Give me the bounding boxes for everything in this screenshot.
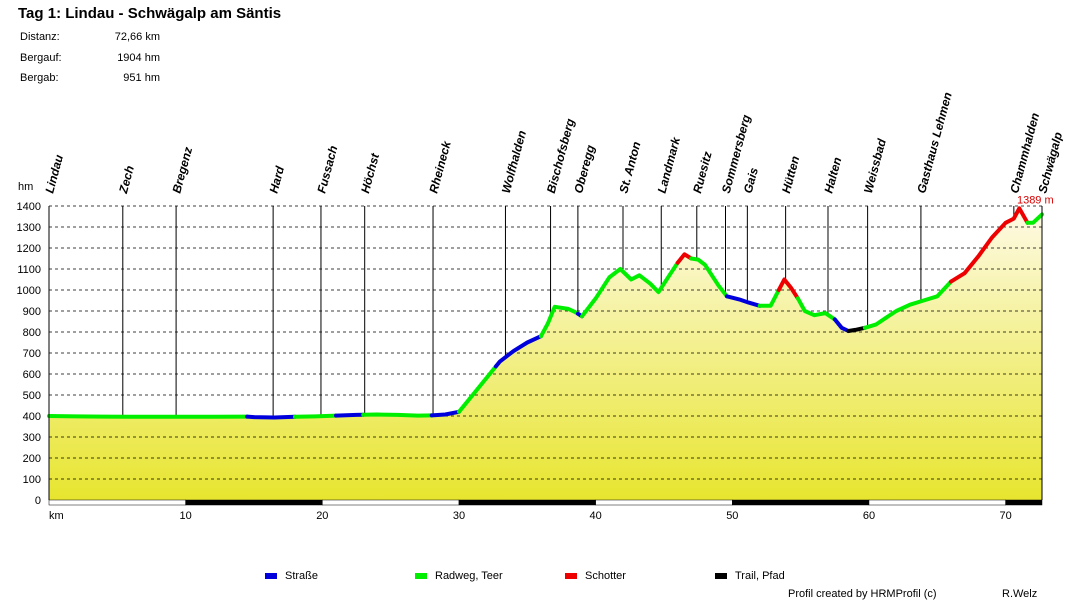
x-axis-bar-segment (185, 499, 323, 506)
y-tick-label: 1000 (17, 285, 41, 297)
y-axis-label: hm (18, 181, 33, 193)
profile-segment (795, 296, 837, 322)
x-axis-bar-segment (48, 499, 186, 506)
x-axis-bar-segment (732, 499, 870, 506)
legend-label-radweg: Radweg, Teer (435, 570, 503, 582)
x-tick-label: 30 (453, 510, 465, 522)
profile-segment (429, 409, 461, 418)
profile-segment (539, 304, 580, 339)
legend-item-trail: Trail, Pfad (715, 570, 785, 582)
waypoint-label: Hard (267, 164, 288, 195)
ascent-value: 1904 hm (117, 52, 160, 64)
max-elevation-label: 1389 m (1017, 194, 1054, 206)
x-axis-bar-segment (595, 499, 733, 506)
legend-item-schotter: Schotter (565, 570, 626, 582)
waypoint-label: Hütten (779, 154, 802, 194)
y-tick-label: 600 (23, 369, 41, 381)
waypoint-label: Fussach (314, 144, 340, 195)
x-axis-bar-segment (1005, 499, 1043, 506)
distance-label: Distanz: (20, 31, 60, 43)
waypoint-label: Gais (741, 166, 761, 195)
profile-segment (949, 206, 1030, 284)
y-tick-label: 1400 (17, 201, 41, 213)
profile-segment (846, 325, 867, 333)
legend-label-schotter: Schotter (585, 570, 626, 582)
x-axis-bar-segment (458, 499, 596, 506)
descent-value: 951 hm (123, 72, 160, 84)
y-tick-label: 400 (23, 411, 41, 423)
profile-segment (334, 412, 366, 418)
waypoint-label: St. Anton (616, 140, 643, 195)
profile-segment (293, 413, 338, 419)
footer-author: R.Welz (1002, 588, 1038, 600)
waypoint-label: Gasthaus Lehmen (914, 91, 954, 195)
profile-segment (862, 279, 953, 330)
waypoint-label: Schwägalp (1035, 131, 1065, 195)
footer-credit: Profil created by HRMProfil (c) (788, 588, 937, 600)
profile-segment (493, 334, 543, 369)
y-tick-label: 700 (23, 348, 41, 360)
x-axis-bar-segment (322, 499, 460, 506)
profile-segment (724, 294, 762, 308)
x-tick-label: 60 (863, 510, 875, 522)
profile-segment (245, 414, 297, 420)
profile-segment (457, 364, 498, 414)
waypoint-label: Zech (116, 164, 137, 196)
waypoint-label: Rheineck (426, 138, 454, 194)
waypoint-label: Lindau (42, 153, 66, 195)
y-tick-label: 1200 (17, 243, 41, 255)
profile-segment (1025, 212, 1044, 225)
y-tick-label: 300 (23, 432, 41, 444)
y-tick-label: 800 (23, 327, 41, 339)
distance-value: 72,66 km (114, 31, 160, 43)
y-tick-label: 500 (23, 390, 41, 402)
x-axis-bar-segment (868, 499, 1006, 506)
x-tick-label: 50 (726, 510, 738, 522)
profile-segment (832, 317, 851, 333)
waypoint-label: Wolfhalden (499, 129, 529, 195)
waypoint-label: Halten (821, 156, 844, 195)
x-axis-label: km (49, 510, 64, 522)
waypoint-label: Höchst (358, 151, 382, 195)
profile-segment (689, 256, 729, 299)
waypoint-label: Bregenz (169, 145, 195, 194)
y-tick-label: 1100 (17, 264, 41, 276)
legend-label-trail: Trail, Pfad (735, 570, 785, 582)
legend-item-radweg: Radweg, Teer (415, 570, 503, 582)
x-tick-label: 10 (180, 510, 192, 522)
profile-segment (580, 260, 680, 319)
y-tick-label: 200 (23, 453, 41, 465)
profile-segment (361, 412, 434, 418)
legend-swatch-schotter (565, 573, 577, 579)
elevation-area (49, 208, 1042, 501)
ascent-label: Bergauf: (20, 52, 62, 64)
profile-segment (47, 414, 250, 419)
legend-swatch-strasse (265, 573, 277, 579)
legend-label-strasse: Straße (285, 570, 319, 582)
profile-segment (757, 288, 781, 308)
legend-item-strasse: Straße (265, 570, 318, 582)
page-title: Tag 1: Lindau - Schwägalp am Säntis (18, 5, 282, 22)
legend-swatch-trail (715, 573, 727, 579)
x-tick-label: 70 (1000, 510, 1012, 522)
x-tick-label: 40 (590, 510, 602, 522)
profile-segment (776, 277, 800, 301)
x-tick-label: 20 (316, 510, 328, 522)
waypoint-label: Oberegg (571, 143, 597, 195)
y-tick-label: 900 (23, 306, 41, 318)
elevation-profile-chart: 0 100 200 300 400 500 600 700 800 900 1000 1100 1200… (17, 91, 1066, 522)
y-tick-label: 100 (23, 474, 41, 486)
legend-swatch-radweg (415, 573, 427, 579)
profile-segment (675, 252, 694, 265)
waypoint-label: Landmark (655, 134, 684, 194)
waypoint-label: Ruesitz (690, 150, 715, 195)
waypoint-label: Weissbad (861, 137, 889, 195)
descent-label: Bergab: (20, 72, 59, 84)
y-tick-label: 1300 (17, 222, 41, 234)
y-tick-label: 0 (35, 495, 41, 507)
